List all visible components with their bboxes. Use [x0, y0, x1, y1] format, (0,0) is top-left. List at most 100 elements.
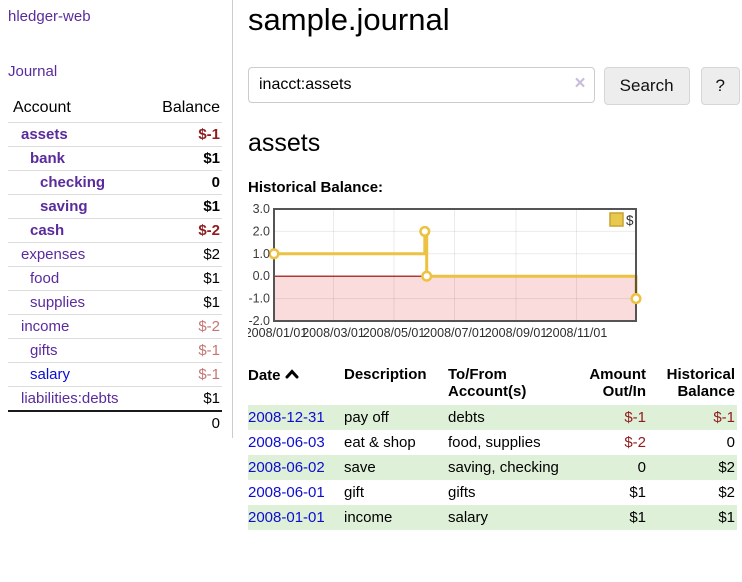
data-points: [268, 225, 642, 305]
account-balance: $1: [203, 294, 220, 311]
account-link-assets[interactable]: assets: [21, 126, 68, 143]
transaction-description: save: [344, 459, 376, 476]
svg-text:-2.0: -2.0: [248, 314, 270, 328]
account-link-salary[interactable]: salary: [30, 366, 71, 383]
transaction-date-link[interactable]: 2008-06-01: [248, 484, 325, 501]
account-link-bank[interactable]: bank: [30, 150, 66, 167]
account-link-saving[interactable]: saving: [40, 198, 88, 215]
register-table: Date Description To/From Account(s) Amou…: [248, 363, 737, 530]
account-balance: $-1: [198, 342, 220, 359]
svg-text:2008/07/01: 2008/07/01: [423, 326, 486, 340]
account-balance: $2: [203, 246, 220, 263]
svg-text:2008/11/01: 2008/11/01: [546, 326, 608, 340]
register-header-description: Description: [344, 366, 427, 383]
register-header-amount: Amount Out/In: [589, 366, 646, 400]
sidebar-item-journal[interactable]: Journal: [8, 63, 58, 80]
transaction-description: income: [344, 509, 393, 526]
register-row: 2008-06-03 eat & shop food, supplies $-2…: [248, 430, 737, 455]
account-link-supplies[interactable]: supplies: [30, 294, 86, 311]
account-link-cash[interactable]: cash: [30, 222, 65, 239]
account-link-liabilities-debts[interactable]: liabilities:debts: [21, 390, 119, 407]
register-header-balance: Historical Balance: [666, 366, 735, 400]
main-content: sample.journal × Search ? assets Histori…: [245, 0, 740, 530]
transaction-balance: $-1: [713, 409, 735, 426]
account-row: liabilities:debts $1: [8, 386, 222, 412]
transaction-balance: $2: [718, 459, 735, 476]
x-axis-labels: 2008/01/01 2008/03/01 2008/05/01 2008/07…: [245, 326, 608, 340]
transaction-date-link[interactable]: 2008-12-31: [248, 409, 325, 426]
transaction-balance: 0: [726, 434, 735, 451]
account-row: cash $-2: [8, 218, 222, 243]
account-link-expenses[interactable]: expenses: [21, 246, 86, 263]
svg-text:3.0: 3.0: [253, 202, 270, 216]
transaction-amount: $-1: [624, 409, 646, 426]
transaction-accounts: saving, checking: [448, 459, 559, 476]
account-row: food $1: [8, 266, 222, 291]
account-link-income[interactable]: income: [21, 318, 70, 335]
account-balance: $1: [203, 150, 220, 167]
account-row: gifts $-1: [8, 338, 222, 363]
accounts-total-balance: 0: [211, 415, 220, 432]
account-balance: $-2: [198, 222, 220, 239]
legend-swatch: [609, 212, 624, 227]
register-header-date[interactable]: Date: [248, 363, 344, 405]
account-row: bank $1: [8, 146, 222, 171]
svg-text:2008/05/01: 2008/05/01: [363, 326, 426, 340]
account-row: salary $-1: [8, 362, 222, 387]
sidebar: hledger-web Journal Account Balance asse…: [0, 0, 233, 438]
account-row: expenses $2: [8, 242, 222, 267]
register-row: 2008-06-02 save saving, checking 0 $2: [248, 455, 737, 480]
register-header-date-label: Date: [248, 367, 281, 384]
chart-canvas: $ 3.0 2.0 1.0 0.0 -1.0 -2.0 2008/01/01 2…: [245, 202, 642, 340]
account-heading: assets: [248, 129, 321, 157]
register-row: 2008-06-01 gift gifts $1 $2: [248, 480, 737, 505]
transaction-accounts: food, supplies: [448, 434, 541, 451]
transaction-balance: $2: [718, 484, 735, 501]
transaction-date-link[interactable]: 2008-06-03: [248, 434, 325, 451]
page-title: sample.journal: [248, 2, 450, 37]
svg-text:2.0: 2.0: [253, 224, 270, 238]
account-balance: $1: [203, 270, 220, 287]
account-link-checking[interactable]: checking: [40, 174, 106, 191]
help-button[interactable]: ?: [700, 67, 740, 105]
register-header-accounts: To/From Account(s): [448, 366, 527, 400]
transaction-amount: $1: [629, 509, 646, 526]
accounts-total-row: 0: [8, 411, 222, 435]
search-input[interactable]: [248, 67, 595, 103]
historical-balance-chart: $ 3.0 2.0 1.0 0.0 -1.0 -2.0 2008/01/01 2…: [245, 202, 740, 348]
svg-text:1.0: 1.0: [253, 247, 270, 261]
account-row: saving $1: [8, 194, 222, 219]
y-axis-labels: 3.0 2.0 1.0 0.0 -1.0 -2.0: [248, 202, 270, 328]
negative-region: [274, 276, 636, 321]
search-form: × Search ?: [248, 67, 740, 105]
account-balance: 0: [211, 174, 220, 191]
account-row: assets $-1: [8, 122, 222, 147]
svg-text:2008/01/01: 2008/01/01: [248, 326, 307, 340]
plot-border: [273, 208, 637, 322]
account-link-food[interactable]: food: [30, 270, 60, 287]
search-button[interactable]: Search: [603, 67, 690, 105]
accounts-table: Account Balance assets $-1 bank $1 check…: [8, 96, 222, 435]
transaction-description: gift: [344, 484, 365, 501]
transaction-amount: $1: [629, 484, 646, 501]
account-balance: $1: [203, 198, 220, 215]
chart-title: Historical Balance:: [248, 179, 384, 196]
register-row: 2008-01-01 income salary $1 $1: [248, 505, 737, 530]
account-balance: $-2: [198, 318, 220, 335]
svg-text:2008/03/01: 2008/03/01: [302, 326, 365, 340]
account-balance: $1: [203, 390, 220, 407]
accounts-header-account: Account: [13, 99, 71, 116]
account-link-gifts[interactable]: gifts: [30, 342, 58, 359]
account-row: checking 0: [8, 170, 222, 195]
legend-label: $: [626, 213, 634, 228]
transaction-amount: $-2: [624, 434, 646, 451]
transaction-date-link[interactable]: 2008-06-02: [248, 459, 325, 476]
svg-text:-1.0: -1.0: [248, 292, 270, 306]
transaction-accounts: salary: [448, 509, 489, 526]
transaction-date-link[interactable]: 2008-01-01: [248, 509, 325, 526]
transaction-balance: $1: [718, 509, 735, 526]
account-row: income $-2: [8, 314, 222, 339]
account-balance: $-1: [198, 366, 220, 383]
clear-search-icon[interactable]: ×: [574, 73, 586, 94]
app-title-link[interactable]: hledger-web: [8, 8, 91, 25]
